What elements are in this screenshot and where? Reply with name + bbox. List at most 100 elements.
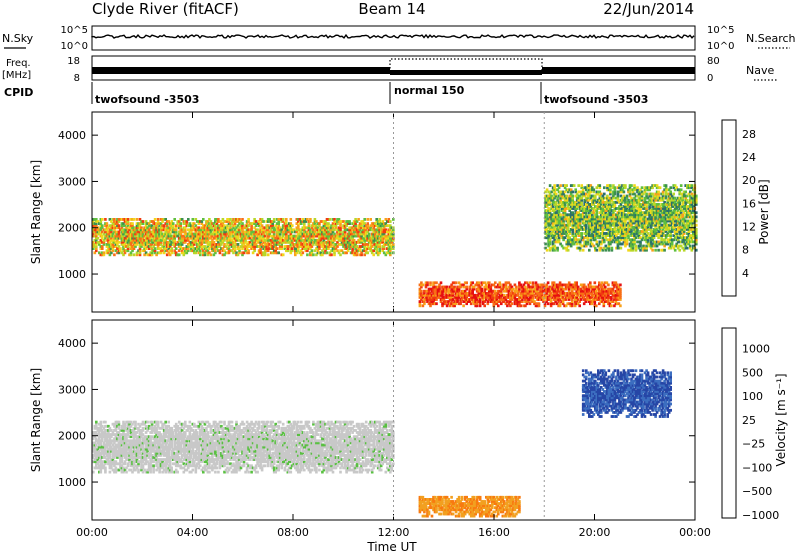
heatmap-cell: [120, 230, 124, 234]
heatmap-cell: [182, 220, 186, 223]
heatmap-cell: [185, 232, 189, 236]
heatmap-cell: [337, 220, 341, 223]
heatmap-cell: [156, 245, 160, 248]
heatmap-cell: [275, 243, 279, 246]
heatmap-cell: [336, 218, 339, 221]
heatmap-cell: [334, 245, 338, 248]
heatmap-cell: [366, 222, 369, 225]
heatmap-cell: [340, 236, 344, 240]
heatmap-cell: [159, 222, 163, 225]
heatmap-cell: [220, 234, 223, 238]
heatmap-cell: [345, 234, 348, 238]
heatmap-cell: [191, 245, 195, 248]
heatmap-cell: [238, 226, 241, 230]
heatmap-cell: [315, 232, 318, 236]
heatmap-cell: [215, 236, 219, 240]
heatmap-cell: [156, 226, 160, 230]
heatmap-cell: [316, 234, 320, 238]
heatmap-cell: [143, 226, 146, 230]
heatmap-cell: [173, 238, 176, 242]
heatmap-cell: [337, 234, 341, 238]
heatmap-cell: [673, 248, 677, 252]
heatmap-cell: [227, 236, 231, 240]
heatmap-cell: [110, 251, 113, 255]
heatmap-cell: [149, 224, 152, 228]
heatmap-cell: [330, 253, 333, 257]
heatmap-cell: [248, 236, 252, 240]
heatmap-cell: [208, 230, 211, 234]
heatmap-cell: [128, 236, 131, 240]
heatmap-cell: [352, 222, 356, 225]
heatmap-cell: [318, 243, 321, 246]
nsky-panel: N.Sky 10^5 10^0 10^5 10^0 N.Search: [2, 25, 796, 52]
heatmap-cell: [107, 240, 110, 244]
heatmap-cell: [153, 238, 157, 242]
heatmap-cell: [272, 226, 276, 230]
heatmap-cell: [271, 234, 274, 238]
heatmap-cell: [131, 226, 134, 230]
heatmap-cell: [211, 245, 214, 248]
heatmap-cell: [369, 240, 372, 244]
heatmap-cell: [309, 240, 312, 244]
heatmap-cell: [574, 188, 577, 192]
heatmap-cell: [248, 222, 252, 225]
heatmap-cell: [300, 220, 303, 223]
heatmap-cell: [316, 243, 320, 246]
heatmap-cell: [141, 243, 145, 246]
heatmap-cell: [339, 220, 342, 223]
heatmap-cell: [247, 228, 250, 232]
heatmap-cell: [110, 226, 113, 230]
heatmap-cell: [242, 230, 246, 234]
heatmap-cell: [165, 249, 169, 253]
heatmap-cell: [295, 243, 299, 246]
heatmap-cell: [191, 238, 195, 242]
heatmap-cell: [105, 251, 109, 255]
heatmap-cell: [92, 247, 95, 250]
heatmap-cell: [137, 240, 140, 244]
heatmap-cell: [277, 220, 280, 223]
heatmap-cell: [125, 232, 128, 236]
heatmap-cell: [153, 230, 157, 234]
heatmap-cell: [128, 240, 131, 244]
heatmap-cell: [217, 245, 220, 248]
heatmap-cell: [351, 249, 354, 253]
heatmap-cell: [117, 247, 121, 250]
heatmap-cell: [309, 245, 312, 248]
heatmap-cell: [336, 245, 339, 248]
heatmap-cell: [271, 245, 274, 248]
heatmap-cell: [179, 230, 182, 234]
heatmap-cell: [149, 251, 152, 255]
heatmap-cell: [364, 251, 368, 255]
heatmap-cell: [342, 238, 345, 242]
heatmap-cell: [285, 220, 288, 223]
heatmap-cell: [119, 218, 122, 221]
heatmap-cell: [199, 232, 202, 236]
heatmap-cell: [197, 234, 201, 238]
heatmap-cell: [135, 218, 139, 221]
heatmap-cell: [307, 238, 311, 242]
heatmap-cell: [297, 243, 300, 246]
heatmap-cell: [286, 228, 290, 232]
heatmap-cell: [199, 238, 202, 242]
heatmap-cell: [123, 243, 127, 246]
heatmap-cell: [334, 224, 338, 228]
heatmap-cell: [96, 220, 100, 223]
heatmap-cell: [360, 245, 363, 248]
heatmap-cell: [212, 243, 216, 246]
heatmap-cell: [257, 236, 261, 240]
heatmap-cell: [274, 236, 277, 240]
heatmap-cell: [96, 240, 100, 244]
heatmap-cell: [295, 251, 299, 255]
heatmap-cell: [310, 238, 314, 242]
heatmap-cell: [367, 232, 371, 236]
heatmap-cell: [272, 249, 276, 253]
heatmap-cell: [322, 224, 326, 228]
heatmap-cell: [230, 232, 234, 236]
heatmap-cell: [309, 243, 312, 246]
heatmap-cell: [325, 236, 329, 240]
heatmap-cell: [304, 245, 308, 248]
header-beam: Beam 14: [358, 0, 425, 18]
heatmap-cell: [200, 234, 204, 238]
heatmap-cell: [143, 245, 146, 248]
heatmap-cell: [185, 238, 189, 242]
